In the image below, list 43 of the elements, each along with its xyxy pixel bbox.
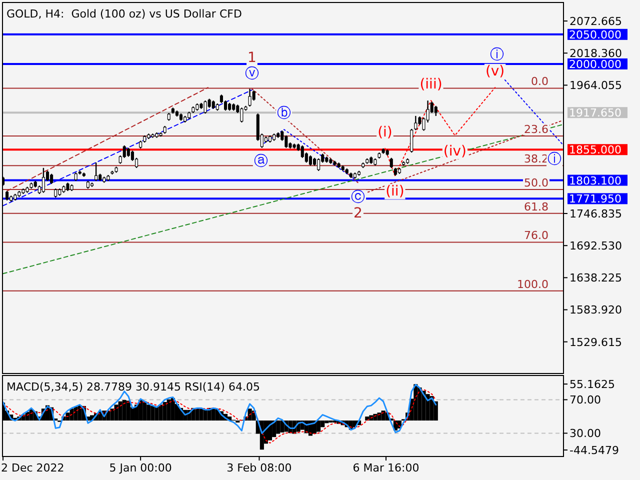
y2-tick-label: 30.00: [570, 426, 601, 440]
annotation: (i): [378, 124, 392, 140]
y-tick-label: 1746.835: [570, 207, 622, 220]
ref-line-label: 61.8: [524, 200, 548, 214]
annotation: (v): [485, 64, 505, 80]
x-tick-label: 5 Jan 00:00: [109, 461, 172, 474]
annotation: (iii): [420, 76, 442, 93]
y-tick-label: 1583.920: [570, 303, 622, 316]
ref-line-label: 100.0: [517, 278, 548, 291]
annotation: ⓘ: [548, 152, 562, 168]
annotation: (ii): [386, 184, 404, 200]
ref-line-label: 2000.000: [569, 57, 622, 70]
ref-line-label: 1771.950: [569, 192, 622, 206]
annotation: ⓐ: [254, 153, 268, 170]
ref-line-label: 1917.650: [569, 106, 622, 120]
y-tick-label: 2072.665: [570, 14, 622, 28]
annotation: ⓒ: [351, 190, 366, 206]
y-tick-label: 1529.615: [570, 335, 622, 348]
y-tick-label: 2018.360: [570, 46, 622, 60]
y-tick-label: 1692.530: [570, 239, 622, 252]
y-tick-label: 1964.055: [570, 78, 622, 92]
y2-tick-label: 70.00: [570, 393, 601, 406]
ref-line-label: 2050.000: [569, 28, 622, 41]
annotation: (iv): [443, 143, 466, 160]
ref-line-label: 0.0: [531, 75, 548, 88]
ref-line-label: 1855.000: [569, 143, 622, 156]
annotation: 1: [248, 50, 256, 66]
annotation: ⓑ: [277, 106, 292, 122]
ref-line-label: 76.0: [524, 229, 548, 242]
chart-title: GOLD, H4: Gold (100 oz) vs US Dollar CFD: [6, 7, 242, 20]
ref-line-label: 50.0: [524, 176, 548, 190]
y-tick-label: 1638.225: [570, 271, 622, 284]
x-tick-label: 2 Dec 2022: [0, 461, 64, 474]
annotation: ⓘ: [490, 47, 504, 64]
x-tick-label: 6 Mar 16:00: [352, 461, 420, 474]
ref-line-label: 1803.100: [569, 174, 622, 187]
ref-line-label: 23.6: [524, 123, 548, 136]
chart-title: MACD(5,34,5) 28.7789 30.9145 RSI(14) 64.05: [6, 380, 260, 393]
y-tick-label: -44.5479: [570, 443, 619, 456]
annotation: ⓥ: [244, 66, 259, 82]
annotation: 2: [354, 206, 362, 222]
x-tick-label: 3 Feb 08:00: [226, 461, 292, 474]
y-tick-label: 55.1625: [570, 378, 615, 391]
